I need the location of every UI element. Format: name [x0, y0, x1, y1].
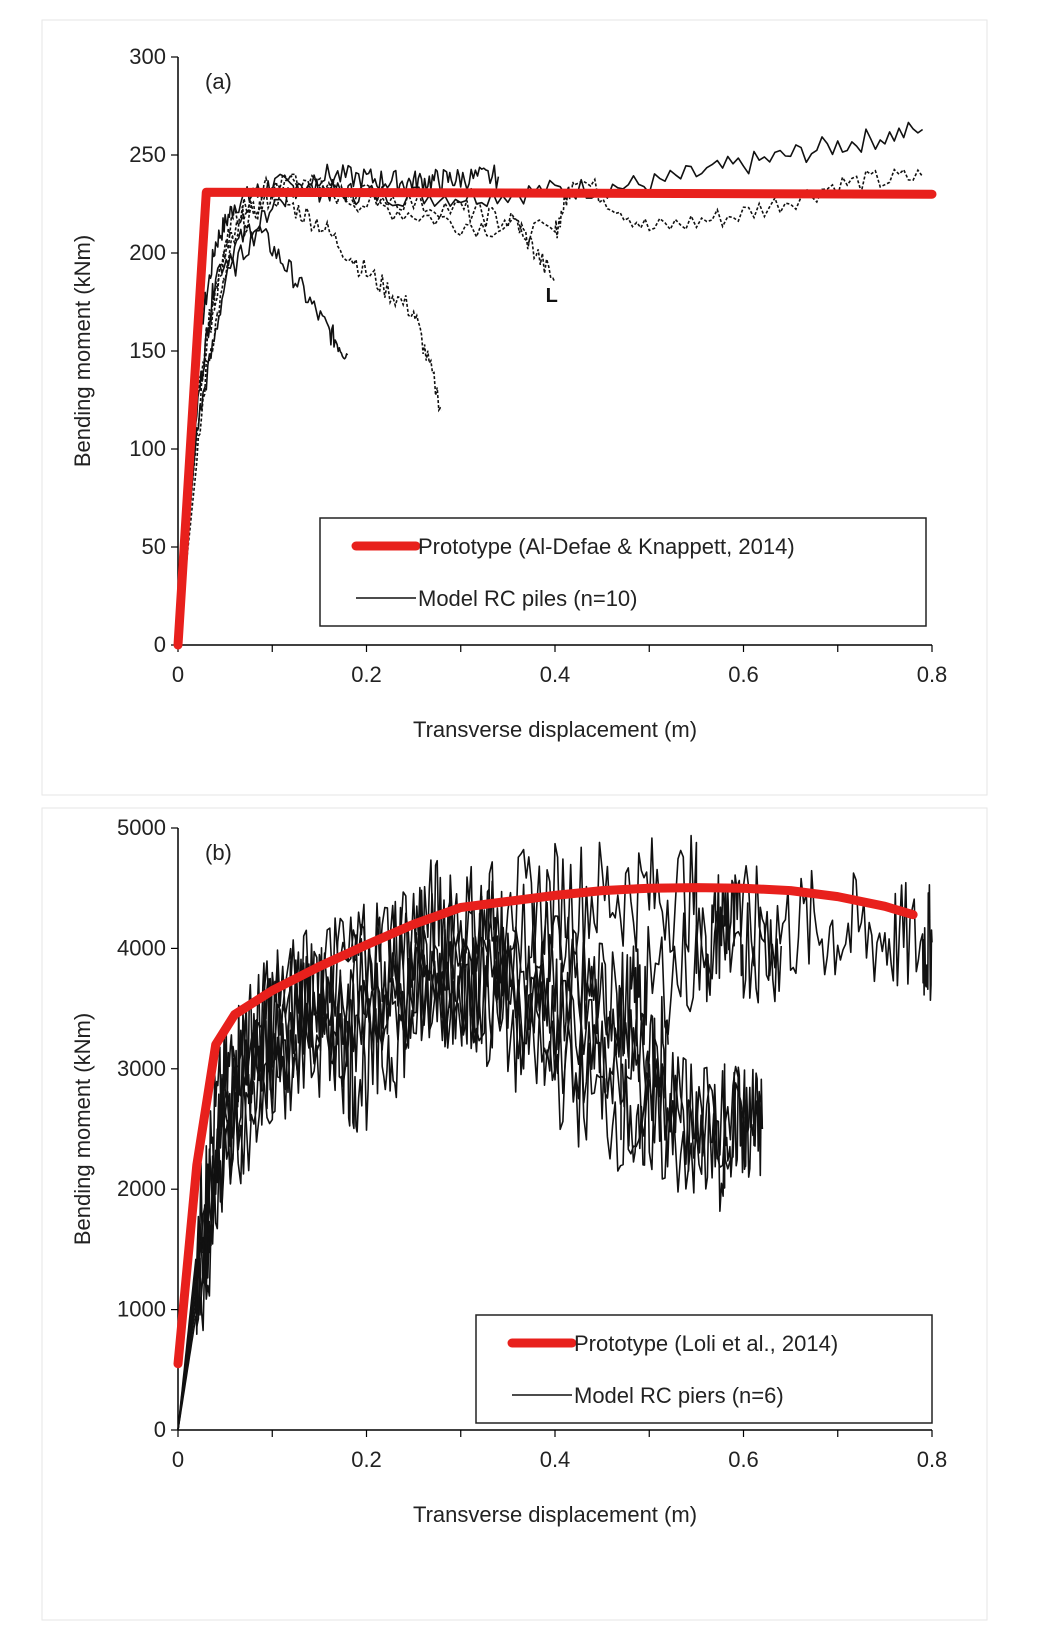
model-series-line: [177, 936, 764, 1431]
prototype-series-line: [173, 883, 918, 1369]
x-tick-label: 0: [172, 662, 184, 687]
model-series-line: [177, 186, 443, 646]
legend-box: [319, 517, 927, 627]
x-tick-label: 0.6: [728, 662, 759, 687]
y-tick-label: 300: [129, 44, 166, 69]
y-axis-label: Bending moment (kNm): [70, 235, 95, 467]
legend-label-prototype: Prototype (Al-Defae & Knappett, 2014): [418, 534, 795, 559]
x-axis-label: Transverse displacement (m): [413, 717, 697, 742]
panel-label: (a): [205, 69, 232, 94]
y-tick-label: 4000: [117, 935, 166, 960]
y-tick-label: 5000: [117, 815, 166, 840]
annotation-label: L: [546, 285, 558, 307]
y-tick-label: 250: [129, 142, 166, 167]
y-tick-label: 200: [129, 240, 166, 265]
model-series-line: [177, 932, 745, 1431]
x-tick-label: 0.2: [351, 662, 382, 687]
x-tick-label: 0: [172, 1447, 184, 1472]
x-tick-label: 0.2: [351, 1447, 382, 1472]
x-axis-label: Transverse displacement (m): [413, 1502, 697, 1527]
panel-b-frame: [41, 807, 988, 1621]
legend-box: [475, 1314, 933, 1424]
legend: Prototype (Loli et al., 2014) Model RC pi…: [475, 1314, 933, 1424]
legend-label-model: Model RC piles (n=10): [418, 586, 637, 611]
y-tick-label: 100: [129, 436, 166, 461]
prototype-series-line: [173, 187, 937, 650]
model-series-line: [177, 163, 500, 646]
panel-label: (b): [205, 840, 232, 865]
model-series-line: [177, 859, 782, 1431]
chart-panel-a: 0 50 100 150 200 250 300 0 0.2 0.4 0.6 0.8 Transvers…: [70, 44, 947, 742]
legend: Prototype (Al-Defae & Knappett, 2014) Mod…: [319, 517, 927, 627]
x-tick-label: 0.4: [540, 662, 571, 687]
y-tick-label: 1000: [117, 1297, 166, 1322]
y-tick-label: 150: [129, 338, 166, 363]
x-tick-label: 0.8: [917, 1447, 948, 1472]
y-tick-label: 3000: [117, 1056, 166, 1081]
y-tick-label: 0: [154, 632, 166, 657]
y-tick-label: 0: [154, 1417, 166, 1442]
model-series-line: [177, 168, 924, 646]
x-tick-label: 0.6: [728, 1447, 759, 1472]
panel-a-frame: [41, 19, 988, 796]
y-axis-label: Bending moment (kNm): [70, 1013, 95, 1245]
model-series-line: [177, 935, 669, 1431]
y-tick-label: 2000: [117, 1176, 166, 1201]
legend-label-model: Model RC piers (n=6): [574, 1383, 784, 1408]
x-tick-label: 0.8: [917, 662, 948, 687]
y-tick-label: 50: [142, 534, 166, 559]
chart-panel-b: 0 1000 2000 3000 4000 5000 0 0.2 0.4 0.6 0.8 Transv…: [70, 815, 947, 1527]
x-tick-label: 0.4: [540, 1447, 571, 1472]
legend-label-prototype: Prototype (Loli et al., 2014): [574, 1331, 838, 1356]
